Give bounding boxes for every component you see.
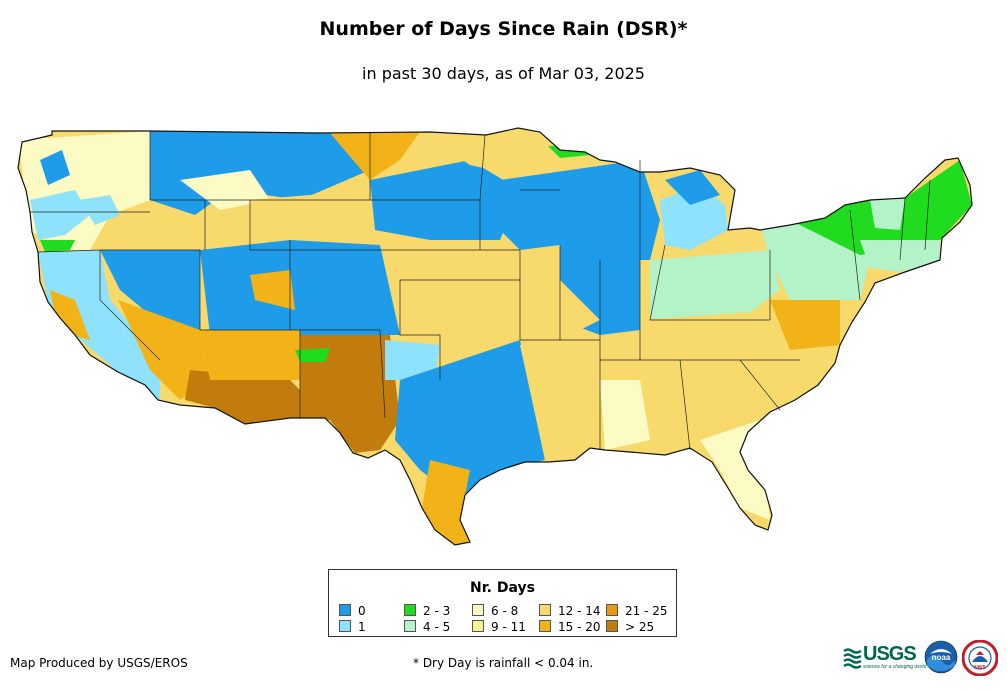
legend-swatch: [539, 620, 551, 632]
dry-day-note: * Dry Day is rainfall < 0.04 in.: [413, 656, 594, 670]
legend-item-1: 1: [339, 620, 366, 634]
legend-item-3: 4 - 5: [404, 620, 450, 634]
map-subtitle: in past 30 days, as of Mar 03, 2025: [362, 64, 645, 83]
nws-logo-text: NWS: [974, 665, 986, 671]
legend-swatch: [404, 620, 416, 632]
nws-logo: NWS: [962, 640, 998, 676]
legend-title: Nr. Days: [470, 580, 535, 596]
legend-swatch: [472, 604, 484, 616]
legend-item-8: 21 - 25: [606, 604, 668, 618]
noaa-logo-text: noaa: [932, 653, 951, 662]
legend-swatch: [606, 620, 618, 632]
credit-text: Map Produced by USGS/EROS: [10, 656, 188, 670]
noaa-logo: noaa: [924, 640, 958, 674]
legend: Nr. Days 0 1 2 - 3 4 - 5 6 - 8 9 - 11 12…: [328, 569, 677, 637]
legend-item-0: 0: [339, 604, 366, 618]
usgs-logo: USGS science for a changing world: [843, 642, 926, 672]
map-title: Number of Days Since Rain (DSR)*: [319, 18, 688, 40]
legend-item-9: > 25: [606, 620, 654, 634]
legend-swatch: [339, 604, 351, 616]
legend-swatch: [606, 604, 618, 616]
legend-swatch: [539, 604, 551, 616]
legend-item-2: 2 - 3: [404, 604, 450, 618]
legend-item-6: 12 - 14: [539, 604, 601, 618]
legend-item-5: 9 - 11: [472, 620, 526, 634]
legend-item-7: 15 - 20: [539, 620, 601, 634]
legend-swatch: [404, 604, 416, 616]
usgs-wave-icon: [843, 648, 862, 669]
legend-swatch: [472, 620, 484, 632]
us-dsr-map: [17, 127, 973, 546]
legend-item-4: 6 - 8: [472, 604, 518, 618]
legend-swatch: [339, 620, 351, 632]
